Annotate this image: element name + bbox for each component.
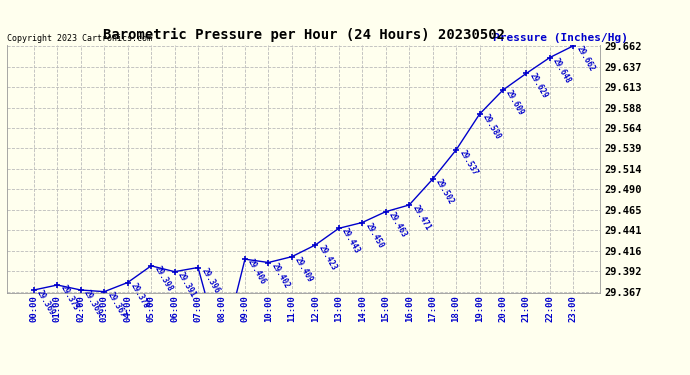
Text: 29.369: 29.369: [82, 289, 104, 317]
Text: 29.423: 29.423: [317, 244, 338, 272]
Text: 29.450: 29.450: [364, 221, 385, 250]
Text: 29.375: 29.375: [59, 284, 81, 312]
Text: 29.662: 29.662: [575, 45, 596, 73]
Title: Barometric Pressure per Hour (24 Hours) 20230502: Barometric Pressure per Hour (24 Hours) …: [103, 28, 504, 42]
Text: 29.537: 29.537: [457, 148, 479, 177]
Text: 29.398: 29.398: [152, 264, 174, 293]
Text: 29.402: 29.402: [270, 261, 291, 290]
Text: 29.293: 29.293: [0, 374, 1, 375]
Text: 29.463: 29.463: [387, 210, 408, 239]
Text: 29.367: 29.367: [106, 290, 127, 319]
Text: 29.369: 29.369: [35, 289, 57, 317]
Text: 29.609: 29.609: [504, 88, 526, 117]
Text: 29.443: 29.443: [340, 227, 362, 255]
Text: Pressure (Inches/Hg): Pressure (Inches/Hg): [493, 33, 629, 42]
Text: 29.648: 29.648: [551, 56, 573, 85]
Text: 29.629: 29.629: [528, 72, 549, 100]
Text: 29.471: 29.471: [411, 204, 432, 232]
Text: 29.406: 29.406: [246, 258, 268, 286]
Text: 29.391: 29.391: [176, 270, 197, 299]
Text: 29.396: 29.396: [199, 266, 221, 295]
Text: 29.378: 29.378: [129, 281, 150, 310]
Text: 29.580: 29.580: [481, 113, 502, 141]
Text: 29.409: 29.409: [293, 255, 315, 284]
Text: 29.502: 29.502: [434, 178, 455, 206]
Text: Copyright 2023 Cartronics.com: Copyright 2023 Cartronics.com: [7, 33, 152, 42]
